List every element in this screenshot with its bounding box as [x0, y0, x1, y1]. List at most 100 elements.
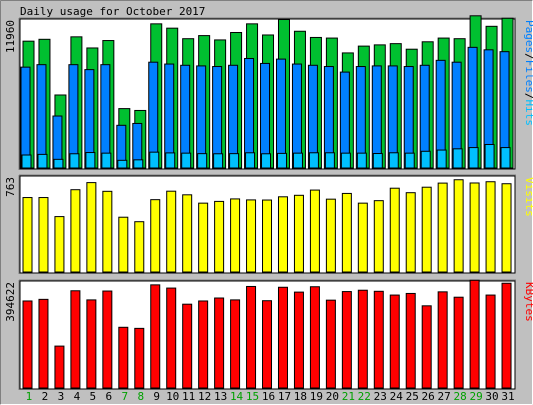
panel-hits-max-label: 11960 [4, 20, 17, 53]
bar-hits-files-day-11 [180, 64, 191, 169]
day-label-31: 31 [501, 390, 514, 403]
bar-kbytes-kbytes-day-7 [118, 326, 129, 389]
day-label-26: 26 [422, 390, 435, 403]
legend-kbytes-segment-0: KBytes [523, 282, 533, 322]
bar-visits-visits-day-16 [262, 199, 273, 273]
day-label-29: 29 [469, 390, 482, 403]
bar-hits-pages-day-24 [388, 152, 399, 169]
bar-kbytes-kbytes-day-13 [214, 297, 225, 389]
legend-hits-segment-0: Pages [523, 20, 533, 53]
bar-hits-pages-day-8 [133, 159, 144, 169]
bar-kbytes-kbytes-day-24 [389, 294, 400, 389]
day-label-5: 5 [90, 390, 97, 403]
panel-visits-max-label: 763 [4, 177, 17, 197]
bar-kbytes-kbytes-day-31 [501, 282, 512, 389]
bar-hits-pages-day-9 [149, 151, 160, 169]
day-label-22: 22 [358, 390, 371, 403]
bar-visits-visits-day-19 [309, 189, 320, 273]
bar-visits-visits-day-8 [134, 221, 145, 273]
bar-hits-pages-day-3 [53, 158, 64, 169]
bar-hits-files-day-17 [275, 58, 286, 169]
bar-kbytes-kbytes-day-26 [421, 305, 432, 389]
bar-kbytes-kbytes-day-20 [325, 299, 336, 389]
bar-kbytes-kbytes-day-9 [150, 284, 161, 389]
bar-hits-files-day-2 [36, 64, 47, 169]
bar-visits-visits-day-11 [182, 194, 193, 273]
bar-hits-files-day-14 [228, 64, 239, 169]
bar-visits-visits-day-25 [405, 192, 416, 273]
bar-hits-pages-day-17 [276, 152, 287, 169]
bar-hits-files-day-18 [291, 63, 302, 169]
bar-hits-pages-day-25 [404, 152, 415, 169]
bar-hits-pages-day-4 [69, 153, 80, 169]
bar-visits-visits-day-24 [389, 187, 400, 273]
bar-visits-visits-day-7 [118, 216, 129, 273]
bar-kbytes-kbytes-day-12 [198, 300, 209, 389]
day-label-13: 13 [214, 390, 227, 403]
bar-visits-visits-day-9 [150, 199, 161, 273]
bar-kbytes-kbytes-day-16 [262, 300, 273, 389]
bar-visits-visits-day-3 [54, 216, 65, 273]
bar-hits-files-day-13 [212, 66, 223, 169]
day-label-16: 16 [262, 390, 275, 403]
day-label-24: 24 [390, 390, 404, 403]
legend-visits-segment-0: Visits [523, 177, 533, 217]
bar-visits-visits-day-21 [341, 192, 352, 273]
bar-hits-pages-day-20 [324, 152, 335, 169]
bar-visits-visits-day-22 [357, 202, 368, 273]
bar-visits-visits-day-13 [214, 200, 225, 273]
bar-hits-pages-day-19 [308, 152, 319, 169]
bar-visits-visits-day-14 [230, 198, 241, 273]
bar-visits-visits-day-1 [22, 197, 33, 273]
bar-hits-pages-day-12 [197, 153, 208, 169]
bar-kbytes-kbytes-day-3 [54, 345, 65, 389]
bar-hits-pages-day-5 [85, 152, 96, 169]
bar-kbytes-kbytes-day-27 [437, 291, 448, 389]
bar-hits-pages-day-30 [484, 143, 495, 169]
bar-visits-visits-day-28 [453, 179, 464, 273]
bar-hits-pages-day-11 [181, 152, 192, 169]
bar-visits-visits-day-5 [86, 182, 97, 273]
bar-kbytes-kbytes-day-8 [134, 327, 145, 389]
bar-kbytes-kbytes-day-4 [70, 290, 81, 389]
bar-kbytes-kbytes-day-5 [86, 299, 97, 389]
day-label-14: 14 [230, 390, 244, 403]
day-label-30: 30 [485, 390, 498, 403]
bar-kbytes-kbytes-day-19 [309, 286, 320, 389]
day-label-25: 25 [406, 390, 419, 403]
bar-kbytes-kbytes-day-22 [357, 289, 368, 389]
bar-kbytes-kbytes-day-6 [102, 290, 113, 389]
panel-kbytes-max-label: 394622 [4, 282, 17, 322]
bar-hits-pages-day-15 [245, 152, 256, 169]
bar-kbytes-kbytes-day-1 [22, 300, 33, 389]
bar-hits-pages-day-28 [452, 148, 463, 169]
day-label-3: 3 [58, 390, 65, 403]
bar-hits-pages-day-10 [165, 152, 176, 169]
bar-hits-pages-day-22 [356, 152, 367, 169]
bar-kbytes-kbytes-day-30 [485, 294, 496, 389]
bar-visits-visits-day-20 [325, 198, 336, 273]
bar-visits-visits-day-18 [293, 194, 304, 273]
day-label-4: 4 [74, 390, 81, 403]
bar-kbytes-kbytes-day-17 [277, 286, 288, 389]
bar-visits-visits-day-26 [421, 186, 432, 273]
day-label-18: 18 [294, 390, 307, 403]
bar-kbytes-kbytes-day-21 [341, 291, 352, 389]
day-label-2: 2 [42, 390, 49, 403]
panel-kbytes-legend: KBytes [523, 282, 533, 322]
bar-hits-pages-day-7 [117, 159, 128, 169]
day-label-27: 27 [438, 390, 451, 403]
day-label-10: 10 [166, 390, 179, 403]
bar-visits-visits-day-23 [373, 200, 384, 273]
bar-hits-files-day-12 [196, 65, 207, 169]
legend-hits-segment-2: Files [523, 60, 533, 93]
bar-kbytes-kbytes-day-15 [246, 285, 257, 389]
bar-kbytes-kbytes-day-14 [230, 299, 241, 389]
bar-visits-visits-day-15 [246, 199, 257, 273]
bar-visits-visits-day-4 [70, 189, 81, 273]
bar-hits-pages-day-26 [420, 150, 431, 169]
day-label-8: 8 [137, 390, 144, 403]
day-label-1: 1 [26, 390, 33, 403]
